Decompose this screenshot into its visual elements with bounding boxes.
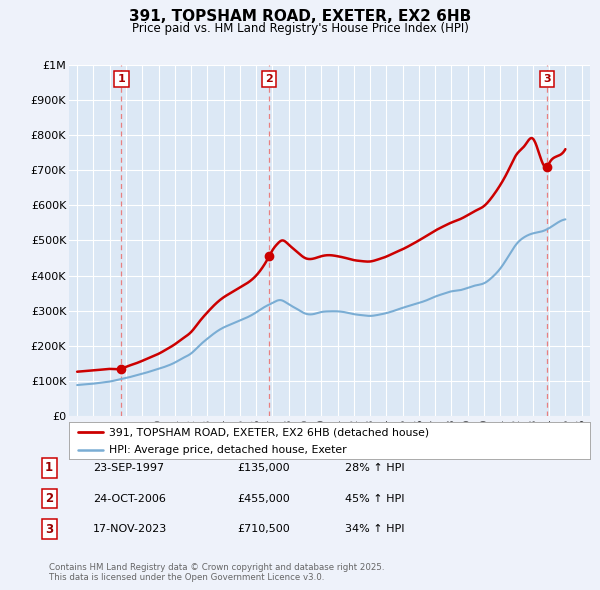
Text: 2: 2: [265, 74, 273, 84]
Text: £710,500: £710,500: [237, 525, 290, 534]
Text: 1: 1: [45, 461, 53, 474]
Text: 3: 3: [544, 74, 551, 84]
Text: 45% ↑ HPI: 45% ↑ HPI: [345, 494, 404, 503]
Text: 34% ↑ HPI: 34% ↑ HPI: [345, 525, 404, 534]
Text: £135,000: £135,000: [237, 463, 290, 473]
Text: 2: 2: [45, 492, 53, 505]
Text: 391, TOPSHAM ROAD, EXETER, EX2 6HB (detached house): 391, TOPSHAM ROAD, EXETER, EX2 6HB (deta…: [109, 427, 429, 437]
Text: Contains HM Land Registry data © Crown copyright and database right 2025.
This d: Contains HM Land Registry data © Crown c…: [49, 563, 385, 582]
Text: 391, TOPSHAM ROAD, EXETER, EX2 6HB: 391, TOPSHAM ROAD, EXETER, EX2 6HB: [129, 9, 471, 24]
Text: 1: 1: [118, 74, 125, 84]
Text: 3: 3: [45, 523, 53, 536]
Text: 17-NOV-2023: 17-NOV-2023: [93, 525, 167, 534]
Text: 28% ↑ HPI: 28% ↑ HPI: [345, 463, 404, 473]
Text: Price paid vs. HM Land Registry's House Price Index (HPI): Price paid vs. HM Land Registry's House …: [131, 22, 469, 35]
Text: 23-SEP-1997: 23-SEP-1997: [93, 463, 164, 473]
Text: 24-OCT-2006: 24-OCT-2006: [93, 494, 166, 503]
Text: £455,000: £455,000: [237, 494, 290, 503]
Text: HPI: Average price, detached house, Exeter: HPI: Average price, detached house, Exet…: [109, 445, 347, 455]
